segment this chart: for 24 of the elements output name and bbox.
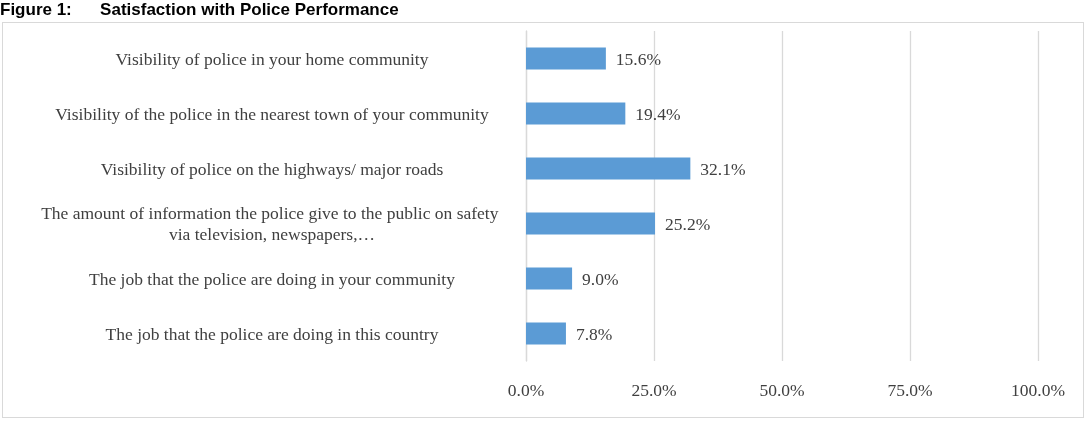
x-tick-label: 25.0% bbox=[631, 380, 677, 400]
bar bbox=[526, 47, 606, 70]
x-tick-label: 75.0% bbox=[887, 380, 933, 400]
bar bbox=[526, 212, 656, 235]
text: Figure 1: Satisfaction with Police Performance bbox=[0, 0, 399, 20]
bar bbox=[526, 157, 691, 180]
data-label: 32.1% bbox=[700, 158, 746, 179]
y-tick-label: Visibility of the police in the nearest town of your community bbox=[55, 103, 489, 124]
y-tick-label: The job that the police are doing in your community bbox=[89, 268, 456, 289]
data-label: 19.4% bbox=[635, 103, 681, 124]
y-tick-label: The amount of information the police give to the public on safety via television, newspapers,… bbox=[41, 203, 503, 244]
y-tick-label: Visibility of police in your home community bbox=[115, 48, 429, 69]
x-tick-label: 100.0% bbox=[1011, 380, 1065, 400]
bar bbox=[526, 267, 573, 290]
data-label: 7.8% bbox=[575, 323, 613, 344]
y-tick-label: The job that the police are doing in this country bbox=[105, 323, 439, 344]
data-label: 9.0% bbox=[582, 268, 619, 289]
bar bbox=[526, 322, 566, 345]
data-label: 25.2% bbox=[665, 213, 711, 234]
y-tick-label: Visibility of police on the highways/ major roads bbox=[100, 158, 444, 179]
x-tick-label: 0.0% bbox=[507, 380, 545, 400]
bar bbox=[526, 102, 626, 125]
data-label: 15.6% bbox=[615, 48, 662, 69]
x-tick-label: 50.0% bbox=[759, 380, 805, 400]
